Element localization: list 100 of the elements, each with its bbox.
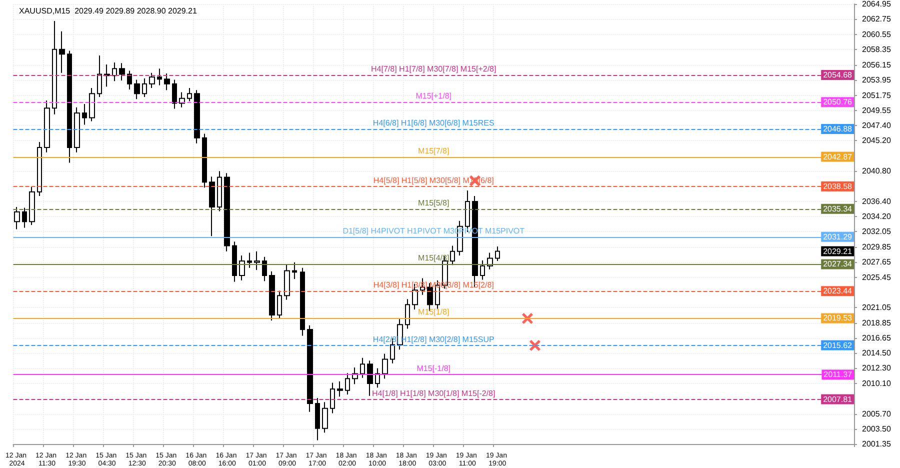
- ref-line-label: M15[+1/8]: [416, 92, 452, 101]
- candlestick: [119, 62, 125, 81]
- y-tick-label: 2051.75: [862, 90, 892, 100]
- candlestick: [112, 62, 117, 82]
- y-tick-label: 2036.40: [862, 197, 892, 206]
- annotation: 2035.34: [823, 204, 853, 214]
- candlestick: [142, 78, 147, 98]
- point: [522, 312, 533, 324]
- y-tick-label: 2049.55: [862, 106, 892, 116]
- ref-line-label: M15[5/8]: [418, 198, 450, 208]
- candlestick: [345, 372, 350, 396]
- annotation: 2050.76: [823, 98, 853, 107]
- candlestick: [224, 172, 230, 252]
- y-tick-label: 2025.45: [862, 272, 892, 282]
- y-tick-label: 2012.30: [862, 364, 892, 373]
- candlestick: [330, 382, 335, 414]
- candlestick: [360, 357, 365, 378]
- ref-line-label: H4[7/8] H1[7/8] M30[7/8] M15[+2/8]: [371, 64, 496, 74]
- y-tick-label: 2016.65: [862, 334, 892, 343]
- annotation: 2046.88: [823, 124, 853, 134]
- candlestick: [254, 250, 260, 271]
- candlestick: [322, 402, 328, 434]
- candlestick: [134, 79, 140, 100]
- candlestick: [284, 264, 290, 300]
- candlestick: [179, 92, 185, 108]
- candlestick: [405, 298, 410, 330]
- y-tick-label: 2045.20: [862, 136, 892, 146]
- candlestick: [202, 133, 207, 188]
- candlestick: [29, 186, 35, 226]
- ref-line-label: H4[6/8] H1[6/8] M30[6/8] M15RES: [372, 118, 494, 128]
- candlestick: [127, 70, 132, 90]
- chart-title: XAUUSD,M15 2029.49 2029.89 2028.90 2029.21: [19, 6, 198, 16]
- annotation: 2054.68: [823, 70, 853, 80]
- candlestick: [367, 360, 373, 396]
- annotation: 2038.58: [823, 182, 853, 191]
- y-tick-label: 2003.50: [862, 424, 892, 434]
- y-tick-label: 2010.10: [862, 378, 892, 388]
- candlestick: [247, 252, 252, 268]
- candlestick: [277, 290, 282, 319]
- ref-line-label: M15[1/8]: [418, 308, 450, 317]
- y-tick-label: 2034.20: [862, 212, 892, 222]
- y-tick-label: 2060.55: [862, 30, 892, 39]
- candlestick: [217, 170, 222, 212]
- y-tick-label: 2021.05: [862, 303, 892, 312]
- y-tick-label: 2064.95: [862, 0, 892, 8]
- candlestick: [269, 270, 275, 322]
- y-tick-label: 2014.50: [862, 348, 892, 358]
- annotation: 2011.37: [824, 370, 853, 380]
- annotation: 2029.21: [823, 246, 853, 256]
- ref-line-label: M15[-1/8]: [416, 364, 451, 374]
- candlestick: [97, 55, 102, 98]
- candlestick: [157, 68, 162, 86]
- point: [529, 340, 540, 351]
- y-tick-label: 2053.95: [862, 76, 892, 85]
- y-tick-label: 2056.15: [862, 60, 892, 70]
- y-tick-label: 2058.35: [862, 45, 892, 54]
- candlestick: [315, 397, 320, 441]
- candlestick: [172, 79, 177, 110]
- candlestick: [307, 324, 313, 412]
- y-tick-label: 2029.85: [862, 242, 892, 252]
- y-tick-label: 2005.70: [862, 409, 892, 418]
- candlestick: [239, 254, 245, 281]
- candlestick: [44, 100, 50, 153]
- annotation: 2019.53: [823, 314, 853, 323]
- candlestick: [480, 260, 485, 280]
- y-tick-label: 2018.85: [862, 318, 892, 328]
- candlestick: [89, 88, 95, 122]
- y-tick-label: 2027.65: [862, 258, 892, 267]
- candlestick: [104, 64, 110, 88]
- annotation: 2031.29: [823, 232, 853, 242]
- candlestick: [209, 176, 215, 237]
- ref-line-label: H4[1/8] H1[1/8] M30[1/8] M15[-2/8]: [372, 388, 496, 398]
- candlestick: [74, 106, 80, 153]
- candlestick: [262, 256, 267, 282]
- candlestick: [300, 267, 305, 336]
- candlestick: [59, 30, 65, 74]
- annotation: 2042.87: [823, 152, 853, 162]
- y-tick-label: 2032.05: [862, 227, 892, 236]
- candlestick: [22, 207, 27, 228]
- candlestick: [37, 142, 42, 196]
- y-tick-label: 2040.80: [862, 166, 892, 176]
- ref-line-label: M15[7/8]: [418, 146, 450, 156]
- candlestick: [52, 20, 57, 115]
- candlestick: [14, 206, 20, 230]
- y-tick-label: 2001.35: [862, 440, 892, 448]
- annotation: 2023.44: [823, 286, 853, 296]
- candlestick: [382, 353, 388, 380]
- annotation: 2015.62: [823, 340, 853, 350]
- candlestick: [67, 50, 72, 164]
- candlestick: [495, 246, 500, 262]
- candlestick: [232, 241, 237, 282]
- candlestick: [164, 73, 170, 91]
- candlestick: [82, 103, 87, 126]
- candlestick: [450, 245, 455, 266]
- y-tick-label: 2047.40: [862, 120, 892, 130]
- candlestick: [337, 380, 343, 398]
- candlestick: [292, 262, 297, 280]
- candlestick: [194, 90, 200, 144]
- y-tick-label: 2062.75: [862, 14, 892, 24]
- candlestick: [187, 88, 192, 102]
